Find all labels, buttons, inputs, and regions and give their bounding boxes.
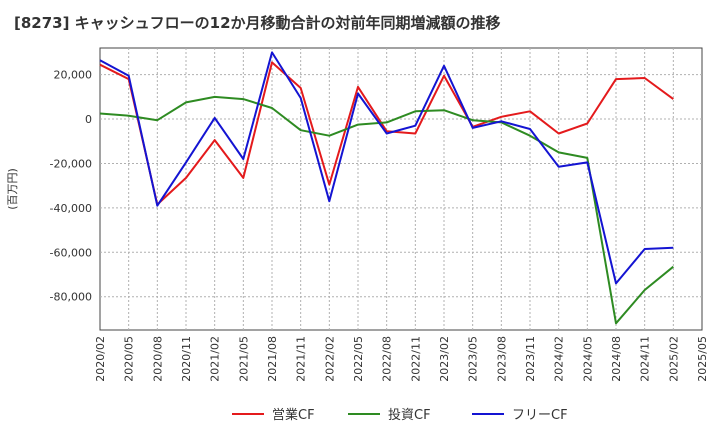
x-tick-label: 2022/02 xyxy=(323,336,336,382)
plot-area xyxy=(99,47,703,331)
x-tick-label: 2022/05 xyxy=(352,336,365,382)
y-tick-label: -80,000 xyxy=(50,291,92,304)
x-tick-label: 2021/11 xyxy=(295,336,308,382)
series-line xyxy=(99,61,674,206)
legend-label: 営業CF xyxy=(272,407,315,423)
x-tick-label: 2025/05 xyxy=(696,336,709,382)
series-lines xyxy=(99,51,674,325)
y-tick-label: -60,000 xyxy=(50,246,92,259)
x-tick-label: 2022/11 xyxy=(409,336,422,382)
y-tick-label: 0 xyxy=(85,113,92,126)
legend-label: 投資CF xyxy=(388,407,431,423)
series-line xyxy=(99,95,674,325)
x-tick-label: 2021/08 xyxy=(266,336,279,382)
series-line xyxy=(99,51,674,285)
chart-title: [8273] キャッシュフローの12か月移動合計の対前年同期増減額の推移 xyxy=(14,14,501,32)
y-axis-label: (百万円) xyxy=(6,168,19,210)
grid xyxy=(99,47,703,331)
x-tick-label: 2020/05 xyxy=(123,336,136,382)
x-tick-label: 2025/02 xyxy=(667,336,680,382)
x-tick-label: 2024/08 xyxy=(610,336,623,382)
y-tick-label: 20,000 xyxy=(54,69,93,82)
y-tick-label: -20,000 xyxy=(50,157,92,170)
legend: 営業CF 投資CF フリーCF xyxy=(232,407,568,423)
x-tick-label: 2023/02 xyxy=(438,336,451,382)
x-tick-label: 2021/02 xyxy=(209,336,222,382)
x-tick-label: 2022/08 xyxy=(381,336,394,382)
x-tick-label: 2023/08 xyxy=(495,336,508,382)
legend-label: フリーCF xyxy=(512,408,568,423)
x-tick-label: 2020/02 xyxy=(94,336,107,382)
x-tick-label: 2023/11 xyxy=(524,336,537,382)
axes: 20,000 0 -20,000 -40,000 -60,000 -80,000 2020/… xyxy=(6,69,709,382)
x-tick-label: 2023/05 xyxy=(467,336,480,382)
x-tick-label: 2021/05 xyxy=(237,336,250,382)
x-tick-label: 2024/11 xyxy=(639,336,652,382)
x-tick-label: 2024/05 xyxy=(581,336,594,382)
x-tick-label: 2020/08 xyxy=(151,336,164,382)
x-tick-label: 2024/02 xyxy=(553,336,566,382)
y-tick-label: -40,000 xyxy=(50,202,92,215)
x-tick-label: 2020/11 xyxy=(180,336,193,382)
